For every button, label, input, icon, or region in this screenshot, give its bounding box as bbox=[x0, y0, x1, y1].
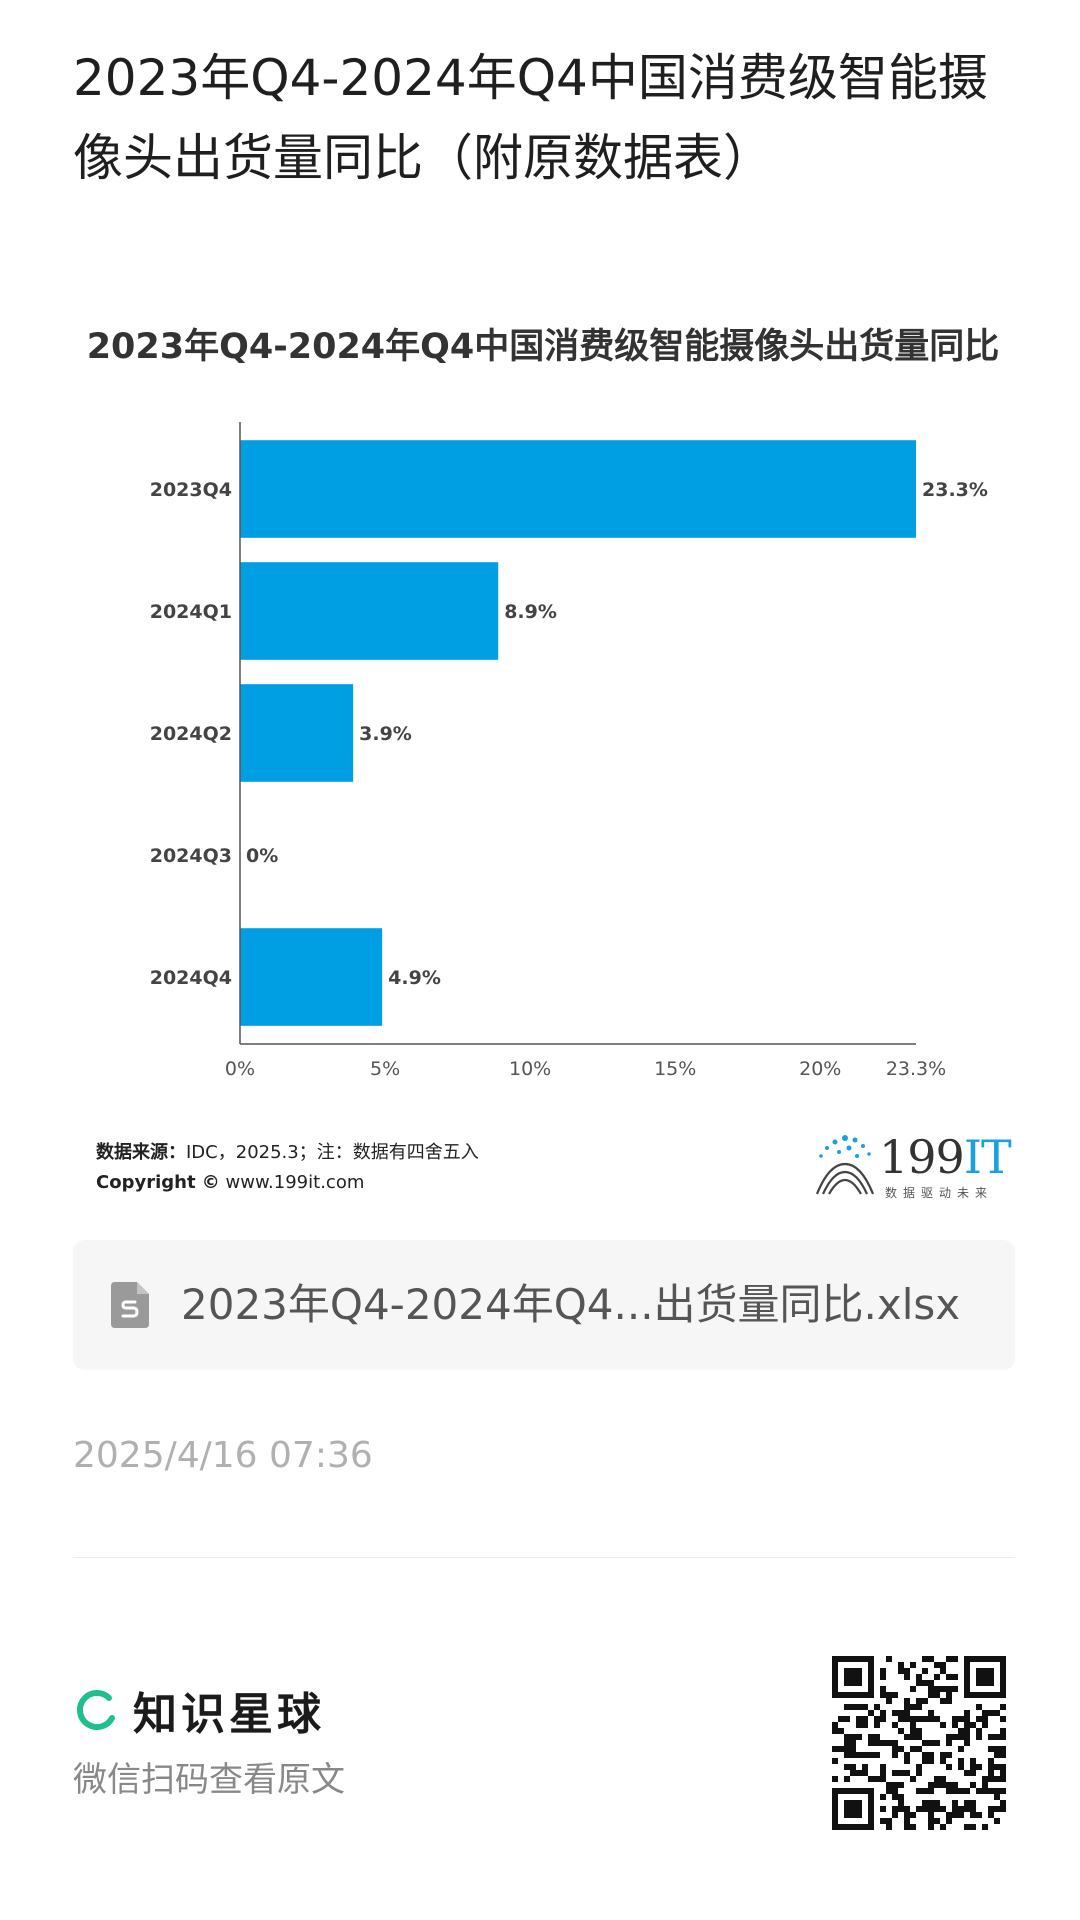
divider bbox=[73, 1557, 1015, 1558]
x-tick-label: 15% bbox=[654, 1058, 696, 1080]
source-block: 数据来源：IDC，2025.3；注：数据有四舍五入 Copyright © ww… bbox=[96, 1138, 479, 1198]
attachment-card[interactable]: 2023年Q4-2024年Q4...出货量同比.xlsx bbox=[73, 1240, 1015, 1370]
data-label-2024Q3: 0% bbox=[246, 845, 278, 867]
x-tick-label: 0% bbox=[225, 1058, 255, 1080]
data-label-2024Q2: 3.9% bbox=[359, 723, 412, 745]
brand-name: 知识星球 bbox=[133, 1689, 325, 1740]
logo-text: 199IT bbox=[879, 1130, 1012, 1184]
source-text: IDC，2025.3；注：数据有四舍五入 bbox=[186, 1142, 479, 1163]
x-tick-label: 23.3% bbox=[886, 1058, 946, 1080]
category-label-2023Q4: 2023Q4 bbox=[150, 479, 232, 501]
data-label-2024Q1: 8.9% bbox=[504, 601, 557, 623]
scan-hint: 微信扫码查看原文 bbox=[73, 1760, 345, 1800]
bar-2023Q4 bbox=[240, 440, 916, 538]
bar-2024Q1 bbox=[240, 562, 499, 660]
data-label-2024Q4: 4.9% bbox=[388, 967, 441, 989]
logo-tagline: 数据驱动未来 bbox=[885, 1186, 994, 1200]
x-tick-label: 10% bbox=[509, 1058, 551, 1080]
zsxq-brand: 知识星球 bbox=[73, 1680, 325, 1740]
logo-199it: 199IT 数据驱动未来 bbox=[809, 1130, 1012, 1204]
source-label: 数据来源： bbox=[96, 1142, 186, 1163]
publish-timestamp: 2025/4/16 07:36 bbox=[73, 1435, 373, 1476]
data-label-2023Q4: 23.3% bbox=[922, 479, 988, 501]
spreadsheet-file-icon bbox=[111, 1282, 149, 1328]
qr-code-icon[interactable] bbox=[832, 1656, 1006, 1830]
bar-2024Q4 bbox=[240, 928, 383, 1026]
zsxq-logo-icon bbox=[77, 1690, 115, 1730]
bar-2024Q2 bbox=[240, 684, 354, 782]
attachment-file-name: 2023年Q4-2024年Q4...出货量同比.xlsx bbox=[181, 1280, 961, 1329]
category-label-2024Q2: 2024Q2 bbox=[150, 723, 232, 745]
x-tick-label: 20% bbox=[799, 1058, 841, 1080]
page-title: 2023年Q4-2024年Q4中国消费级智能摄像头出货量同比（附原数据表） bbox=[73, 49, 988, 187]
chart-card: 2023年Q4-2024年Q4中国消费级智能摄像头出货量同比 2023Q4 23.… bbox=[73, 300, 1013, 1230]
copyright-site: www.199it.com bbox=[225, 1172, 365, 1193]
logo-dots-icon bbox=[815, 1135, 875, 1195]
category-label-2024Q3: 2024Q3 bbox=[150, 845, 232, 867]
category-label-2024Q4: 2024Q4 bbox=[150, 967, 232, 989]
chart-title: 2023年Q4-2024年Q4中国消费级智能摄像头出货量同比 bbox=[86, 327, 1000, 367]
copyright-label: Copyright © bbox=[96, 1172, 220, 1193]
bar-chart: 2023Q4 23.3% 2024Q1 8.9% 2024Q2 3.9% 2024Q3 0% 2… bbox=[150, 422, 988, 1080]
x-tick-label: 5% bbox=[370, 1058, 400, 1080]
category-label-2024Q1: 2024Q1 bbox=[150, 601, 232, 623]
